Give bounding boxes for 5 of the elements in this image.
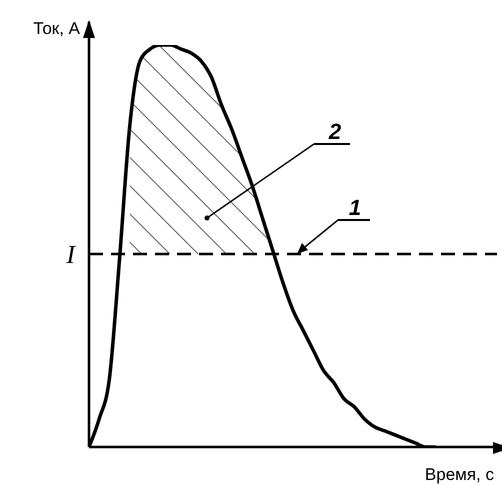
ref-line-label: I (65, 240, 76, 270)
annotation: 2 (328, 119, 342, 144)
annotation: 1 (348, 195, 362, 220)
x-axis-title: Время, с (424, 465, 494, 484)
y-axis-title: Ток, А (33, 19, 81, 38)
